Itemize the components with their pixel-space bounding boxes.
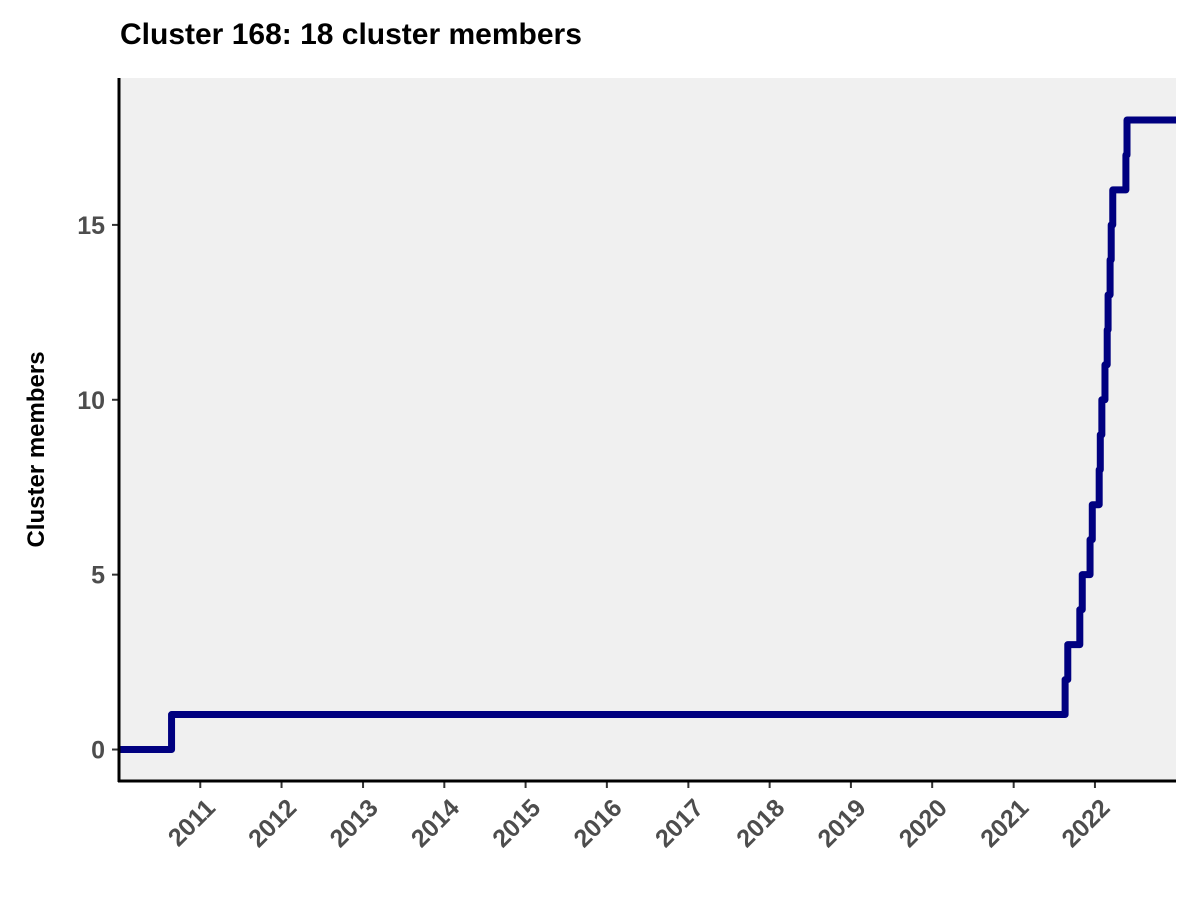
y-tick-label: 15 [77, 212, 105, 240]
x-tick-label: 2012 [243, 794, 302, 853]
x-tick-label: 2011 [163, 794, 221, 852]
x-tick-label: 2021 [975, 794, 1034, 853]
x-tick-label: 2020 [894, 794, 953, 853]
chart-title: Cluster 168: 18 cluster members [120, 18, 582, 51]
x-tick-label: 2019 [812, 794, 871, 853]
plot-panel [119, 78, 1176, 781]
y-tick-label: 5 [91, 562, 105, 590]
x-axis-ticks: 2011 2012 2013 2014 2015 2016 2017 2018 2019 2020… [163, 781, 1116, 853]
series-line [119, 116, 1176, 754]
x-tick-label: 2013 [325, 794, 384, 853]
y-axis-title: Cluster members [23, 351, 50, 547]
x-tick-label: 2014 [406, 794, 465, 853]
x-tick-label: 2017 [650, 794, 709, 853]
x-tick-label: 2018 [731, 794, 790, 853]
y-axis-ticks: 0 5 10 15 [77, 212, 119, 765]
x-tick-label: 2022 [1057, 794, 1116, 853]
y-tick-label: 10 [77, 387, 105, 415]
x-tick-label: 2015 [487, 794, 546, 853]
x-tick-label: 2016 [568, 794, 627, 853]
y-tick-label: 0 [91, 737, 105, 765]
